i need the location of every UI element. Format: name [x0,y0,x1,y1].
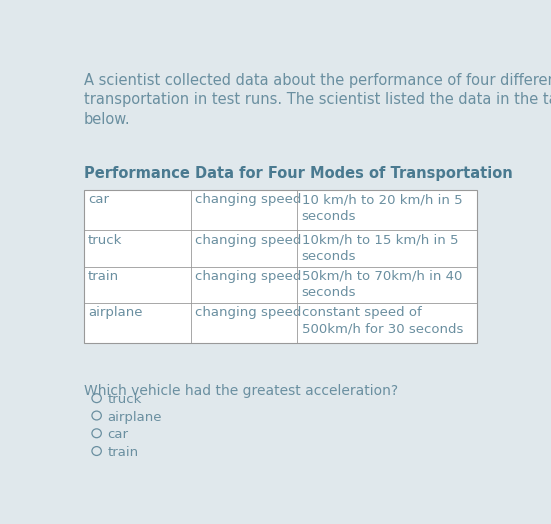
Text: constant speed of
500km/h for 30 seconds: constant speed of 500km/h for 30 seconds [301,306,463,336]
Text: changing speed: changing speed [195,234,301,247]
Text: 10km/h to 15 km/h in 5
seconds: 10km/h to 15 km/h in 5 seconds [301,234,458,263]
Text: transportation in test runs. The scientist listed the data in the table shown: transportation in test runs. The scienti… [84,92,551,107]
Text: truck: truck [88,234,122,247]
Text: changing speed: changing speed [195,270,301,283]
Text: changing speed: changing speed [195,306,301,319]
Text: Which vehicle had the greatest acceleration?: Which vehicle had the greatest accelerat… [84,384,398,398]
Text: car: car [107,429,128,441]
Text: truck: truck [107,394,142,406]
Text: 10 km/h to 20 km/h in 5
seconds: 10 km/h to 20 km/h in 5 seconds [301,193,462,223]
Text: 50km/h to 70km/h in 40
seconds: 50km/h to 70km/h in 40 seconds [301,270,462,299]
Text: airplane: airplane [107,411,162,423]
Text: car: car [88,193,109,206]
Bar [84,190,477,343]
Text: A scientist collected data about the performance of four different modes of: A scientist collected data about the per… [84,73,551,88]
Text: Performance Data for Four Modes of Transportation: Performance Data for Four Modes of Trans… [84,166,512,181]
Text: train: train [88,270,119,283]
Text: below.: below. [84,112,131,127]
Text: changing speed: changing speed [195,193,301,206]
Text: train: train [107,446,138,459]
Text: airplane: airplane [88,306,143,319]
